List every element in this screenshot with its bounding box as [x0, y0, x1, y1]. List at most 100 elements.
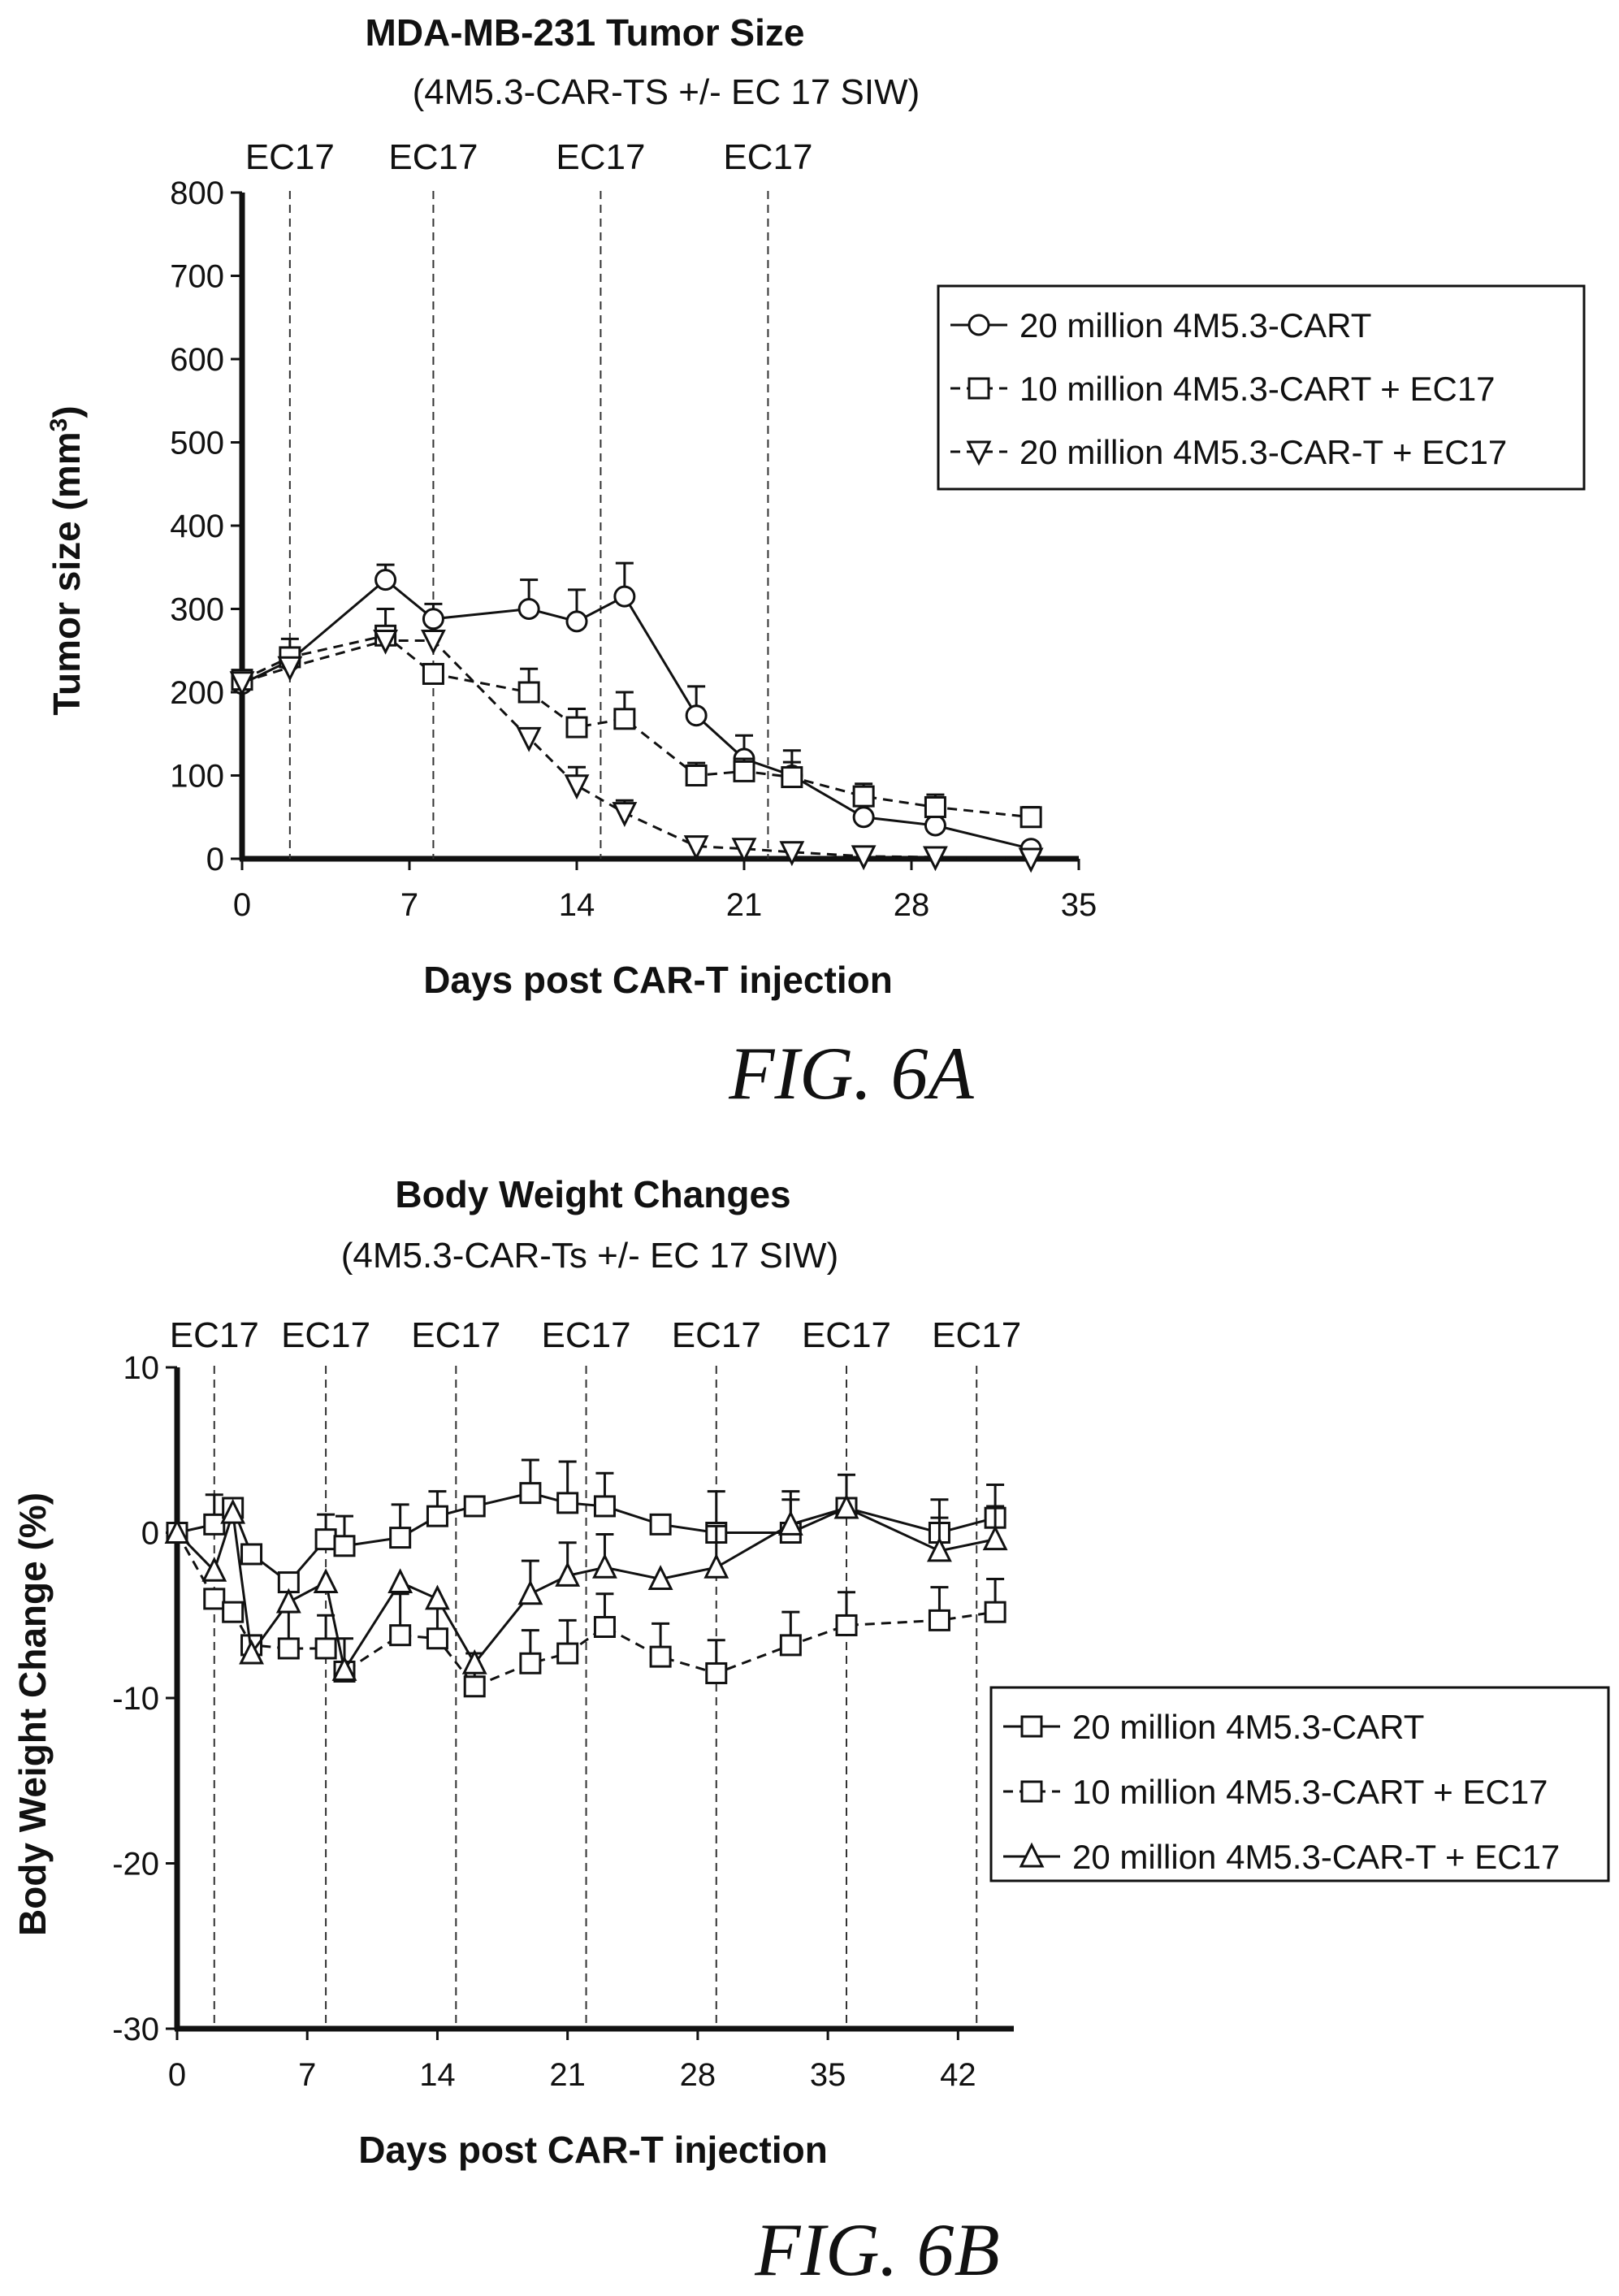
data-point — [335, 1536, 354, 1556]
data-point — [391, 1626, 410, 1645]
chart-b-subtitle: (4M5.3-CAR-Ts +/- EC 17 SIW) — [341, 1236, 838, 1276]
data-point — [615, 709, 634, 729]
data-point — [558, 1493, 578, 1513]
legend-label: 20 million 4M5.3-CAR-T + EC17 — [1072, 1838, 1560, 1876]
data-point — [985, 1602, 1005, 1622]
x-tick-label: 42 — [940, 2057, 976, 2093]
data-point — [614, 804, 635, 825]
dose-label: EC17 — [542, 1315, 631, 1355]
dose-label: EC17 — [672, 1315, 761, 1355]
data-point — [422, 630, 444, 652]
chart-a-x-axis-label: Days post CAR-T injection — [423, 959, 893, 1001]
x-tick-label: 0 — [233, 887, 251, 923]
data-point — [390, 1571, 411, 1592]
data-point — [782, 768, 802, 787]
data-point — [521, 1484, 540, 1503]
legend-marker — [969, 315, 989, 335]
data-point — [391, 1528, 410, 1548]
series-line — [242, 580, 1031, 849]
y-tick-label: 700 — [170, 259, 224, 295]
data-point — [854, 808, 873, 827]
data-point — [1021, 808, 1041, 827]
data-point — [465, 1497, 484, 1516]
y-tick-label: 10 — [123, 1350, 160, 1386]
data-point — [929, 1610, 949, 1630]
x-tick-label: 35 — [1061, 887, 1097, 923]
data-point — [595, 1617, 614, 1636]
data-point — [925, 797, 945, 817]
dose-label: EC17 — [281, 1315, 370, 1355]
dose-label: EC17 — [556, 137, 645, 177]
legend-marker — [1022, 1782, 1041, 1801]
data-point — [651, 1514, 670, 1534]
legend-label: 20 million 4M5.3-CAR-T + EC17 — [1019, 433, 1507, 471]
data-point — [781, 1635, 800, 1655]
data-point — [854, 786, 873, 806]
data-point — [686, 766, 706, 786]
data-point — [376, 570, 396, 590]
chart-a-title: MDA-MB-231 Tumor Size — [366, 11, 805, 54]
data-point — [427, 1629, 447, 1648]
x-tick-label: 35 — [810, 2057, 846, 2093]
data-point — [837, 1615, 856, 1635]
data-point — [734, 761, 754, 781]
x-tick-label: 21 — [726, 887, 763, 923]
data-point — [315, 1571, 336, 1592]
chart-a-subtitle: (4M5.3-CAR-TS +/- EC 17 SIW) — [413, 72, 920, 112]
data-point — [651, 1647, 670, 1666]
data-point — [566, 776, 587, 797]
data-point — [558, 1644, 578, 1663]
x-tick-label: 21 — [549, 2057, 586, 2093]
data-point — [316, 1530, 335, 1549]
data-point — [686, 706, 706, 726]
data-point — [615, 587, 634, 606]
legend-label: 20 million 4M5.3-CART — [1019, 306, 1371, 344]
dose-label: EC17 — [388, 137, 478, 177]
y-tick-label: 300 — [170, 592, 224, 628]
data-point — [567, 717, 587, 737]
y-tick-label: -10 — [112, 1681, 159, 1717]
data-point — [205, 1589, 224, 1609]
chart-b-plot: -30 -20 -10 0 10 0 7 14 21 28 35 42 EC17 EC17 EC17 EC17… — [112, 1315, 1608, 2093]
x-tick-label: 28 — [894, 887, 930, 923]
dose-label: EC17 — [245, 137, 335, 177]
dose-label: EC17 — [932, 1315, 1021, 1355]
y-tick-label: -30 — [112, 2012, 159, 2047]
legend-marker — [969, 379, 989, 398]
data-point — [426, 1588, 448, 1609]
data-point — [205, 1514, 224, 1534]
data-point — [567, 612, 587, 631]
data-point — [465, 1677, 484, 1696]
chart-a-plot: 0 100 200 300 400 500 600 700 800 0 7 14 21 28 35 EC17 E… — [170, 137, 1584, 923]
data-point — [594, 1556, 615, 1577]
y-tick-label: 200 — [170, 675, 224, 711]
y-tick-label: 0 — [206, 842, 224, 877]
dose-label: EC17 — [802, 1315, 891, 1355]
y-tick-label: 800 — [170, 175, 224, 211]
data-point — [423, 609, 443, 629]
dose-label: EC17 — [411, 1315, 500, 1355]
dose-label: EC17 — [170, 1315, 259, 1355]
legend-label: 10 million 4M5.3-CART + EC17 — [1019, 370, 1496, 408]
data-point — [925, 816, 945, 835]
data-point — [423, 664, 443, 683]
data-point — [223, 1602, 243, 1622]
data-point — [595, 1497, 614, 1516]
x-tick-label: 14 — [419, 2057, 456, 2093]
legend-label: 10 million 4M5.3-CART + EC17 — [1072, 1773, 1548, 1811]
data-point — [521, 1653, 540, 1673]
chart-b-y-axis-label: Body Weight Change (%) — [11, 1492, 54, 1936]
series-line — [242, 635, 1031, 817]
x-tick-label: 7 — [298, 2057, 316, 2093]
chart-b-x-axis-label: Days post CAR-T injection — [358, 2129, 828, 2171]
y-tick-label: 500 — [170, 426, 224, 461]
x-tick-label: 28 — [680, 2057, 716, 2093]
series-line — [242, 640, 1031, 859]
y-tick-label: -20 — [112, 1847, 159, 1882]
x-tick-label: 14 — [559, 887, 595, 923]
data-point — [279, 1639, 298, 1658]
chart-b-title: Body Weight Changes — [395, 1173, 790, 1215]
y-tick-label: 100 — [170, 759, 224, 795]
data-point — [278, 1591, 299, 1612]
